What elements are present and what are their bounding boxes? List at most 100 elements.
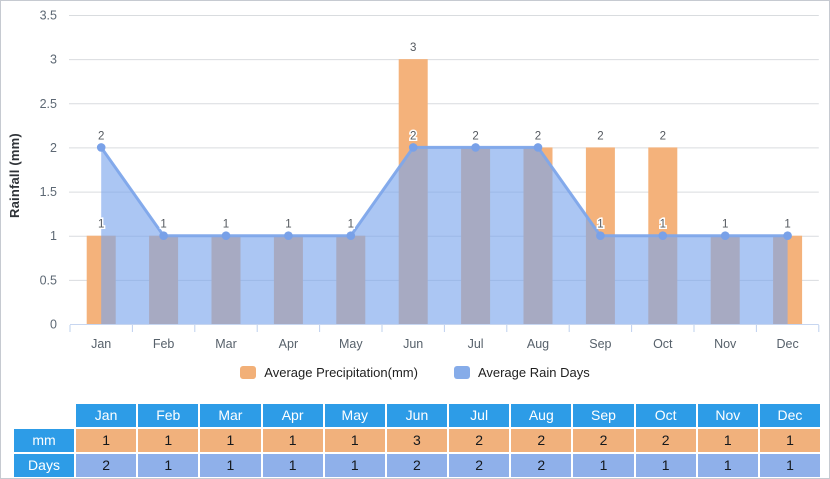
point-aug[interactable]: [533, 143, 543, 152]
y-axis-title: Rainfall (mm): [7, 133, 22, 219]
table-cell-days-sep: 1: [573, 454, 634, 477]
table-header-jul: Jul: [449, 404, 510, 427]
point-value-label: 1: [722, 219, 728, 231]
legend-item-average-precipitation-mm[interactable]: Average Precipitation(mm): [240, 365, 418, 380]
bar-value-label: 2: [660, 130, 666, 142]
x-axis-label-may: May: [339, 337, 363, 351]
table-header-apr: Apr: [262, 404, 323, 427]
bar-value-label: 2: [472, 130, 478, 142]
rainfall-chart: 0 0.5 1 1.5 2 2.5 3 3.5 Jan Feb Mar Apr May Jun Jul Aug…: [40, 9, 820, 351]
table-header-mar: Mar: [200, 404, 261, 427]
table-cell-mm-oct: 2: [635, 429, 696, 452]
table-header-row: Jan Feb Mar Apr May Jun Jul Aug Sep Oct Nov Dec: [14, 404, 821, 427]
point-value-label: 1: [223, 219, 229, 231]
point-jul[interactable]: [471, 143, 480, 152]
point-dec[interactable]: [783, 231, 792, 241]
x-axis-label-dec: Dec: [776, 337, 798, 351]
point-value-label: 1: [784, 219, 790, 231]
point-value-label: 1: [285, 219, 291, 231]
table-cell-mm-sep: 2: [573, 429, 634, 452]
table-row-mm: mm 1 1 1 1 1 3 2 2 2 2 1 1: [14, 429, 821, 452]
table-header-feb: Feb: [138, 404, 199, 427]
point-feb[interactable]: [159, 231, 168, 241]
table-header-aug: Aug: [511, 404, 572, 427]
table-header-dec: Dec: [759, 404, 821, 427]
x-axis-label-nov: Nov: [714, 337, 737, 351]
table-cell-days-mar: 1: [200, 454, 261, 477]
bar-value-label: 1: [285, 219, 291, 231]
table-cell-mm-jan: 1: [76, 429, 137, 452]
bar-value-label: 2: [597, 130, 603, 142]
table-cell-days-dec: 1: [759, 454, 821, 477]
y-tick-label: 1: [50, 229, 57, 243]
table-cell-days-jun: 2: [386, 454, 448, 477]
point-value-label: 1: [160, 219, 166, 231]
point-nov[interactable]: [720, 231, 730, 241]
point-apr[interactable]: [284, 231, 293, 241]
point-value-label: 2: [98, 130, 104, 142]
x-axis-label-oct: Oct: [653, 337, 673, 351]
point-may[interactable]: [346, 231, 356, 241]
table-cell-days-feb: 1: [138, 454, 199, 477]
table-cell-days-jan: 2: [76, 454, 137, 477]
table-cell-mm-nov: 1: [697, 429, 758, 452]
table-cell-mm-dec: 1: [759, 429, 821, 452]
y-tick-label: 3: [50, 53, 57, 67]
rain-days-line: [99, 145, 790, 238]
bar-value-label: 2: [535, 130, 541, 142]
point-value-label: 1: [348, 219, 354, 231]
rain-days-points: [96, 143, 792, 241]
point-value-label: 1: [660, 219, 666, 231]
y-tick-label: 2: [50, 141, 57, 155]
table-cell-mm-mar: 1: [200, 429, 261, 452]
row-label-mm: mm: [14, 429, 74, 452]
legend-swatch-icon: [453, 366, 470, 379]
point-jan[interactable]: [96, 143, 106, 152]
bar-value-label: 1: [98, 219, 104, 231]
x-axis-label-sep: Sep: [589, 337, 611, 351]
value-labels: 1 1 1 1 132 2 2 21 121 1 1 12 2 21 1 1 1: [96, 41, 792, 233]
chart-legend: Average Precipitation(mm) Average Rain Da…: [1, 365, 829, 380]
x-axis-label-jul: Jul: [468, 337, 484, 351]
table-cell-mm-jul: 2: [449, 429, 510, 452]
bar-value-label: 1: [722, 219, 728, 231]
y-axis-labels: 0 0.5 1 1.5 2 2.5 3 3.5: [40, 9, 57, 332]
table-header-sep: Sep: [573, 404, 634, 427]
point-mar[interactable]: [221, 231, 231, 241]
table-header-nov: Nov: [697, 404, 758, 427]
y-tick-label: 3.5: [40, 9, 57, 23]
x-axis-label-mar: Mar: [215, 337, 237, 351]
table-cell-days-aug: 2: [511, 454, 572, 477]
table-cell-days-nov: 1: [697, 454, 758, 477]
point-value-label: 1: [597, 219, 603, 231]
table-cell-mm-jun: 3: [386, 429, 448, 452]
x-axis-label-jun: Jun: [403, 337, 423, 351]
table-cell-days-jul: 2: [449, 454, 510, 477]
legend-label: Average Rain Days: [477, 365, 590, 380]
table-cell-mm-apr: 1: [262, 429, 323, 452]
point-oct[interactable]: [658, 231, 668, 241]
point-value-label: 2: [472, 130, 478, 142]
monthly-data-table: Jan Feb Mar Apr May Jun Jul Aug Sep Oct Nov Dec mm 1 1…: [14, 404, 821, 478]
legend-item-average-rain-days[interactable]: Average Rain Days: [453, 365, 590, 380]
point-value-label: 2: [410, 130, 416, 142]
table-row-days: Days 2 1 1 1 1 2 2 2 1 1 1 1: [14, 454, 821, 477]
table-header-oct: Oct: [635, 404, 696, 427]
x-axis: Jan Feb Mar Apr May Jun Jul Aug Sep Oct Nov Dec: [69, 324, 820, 351]
bar-value-label: 3: [410, 42, 416, 54]
point-value-label: 2: [535, 130, 541, 142]
point-jun[interactable]: [408, 143, 418, 152]
bar-value-label: 1: [160, 219, 166, 231]
x-axis-label-jan: Jan: [91, 337, 111, 351]
point-sep[interactable]: [596, 231, 605, 241]
table-corner-cell: [14, 404, 74, 427]
x-axis-label-aug: Aug: [527, 337, 549, 351]
table-header-jan: Jan: [76, 404, 137, 427]
x-axis-label-feb: Feb: [153, 337, 175, 351]
y-tick-label: 2.5: [40, 97, 57, 111]
y-tick-label: 1.5: [40, 185, 57, 199]
table-cell-mm-feb: 1: [138, 429, 199, 452]
table-cell-mm-aug: 2: [511, 429, 572, 452]
y-tick-label: 0.5: [40, 273, 57, 287]
